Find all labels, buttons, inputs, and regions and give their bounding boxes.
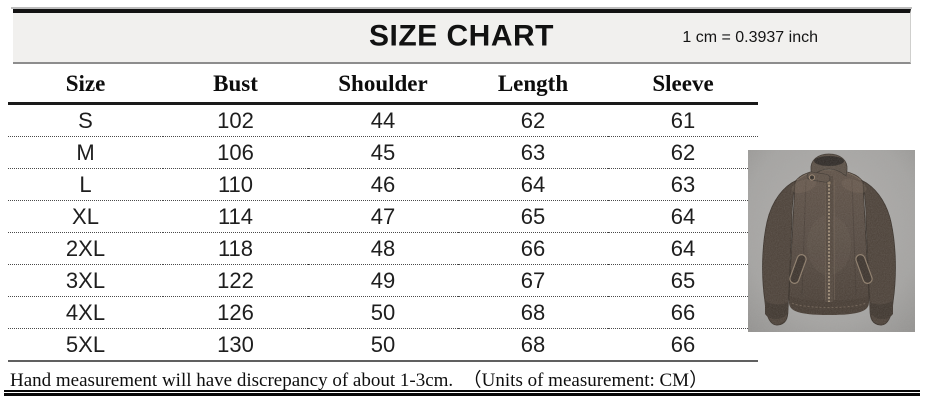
table-row: L 110 46 64 63 bbox=[8, 168, 758, 201]
column-header-length: Length bbox=[458, 66, 608, 105]
bust-cell: 118 bbox=[163, 232, 308, 265]
sleeve-cell: 65 bbox=[608, 264, 758, 297]
bust-cell: 130 bbox=[163, 328, 308, 362]
bust-cell: 102 bbox=[163, 103, 308, 137]
sleeve-cell: 61 bbox=[608, 103, 758, 137]
table-row: 4XL 126 50 68 66 bbox=[8, 296, 758, 329]
length-cell: 65 bbox=[458, 200, 608, 233]
size-cell: S bbox=[8, 103, 163, 137]
shoulder-cell: 45 bbox=[308, 136, 458, 169]
bust-cell: 106 bbox=[163, 136, 308, 169]
shoulder-cell: 44 bbox=[308, 103, 458, 137]
jacket-photo bbox=[748, 150, 915, 332]
table-header-row: Size Bust Shoulder Length Sleeve bbox=[8, 66, 758, 105]
bust-cell: 122 bbox=[163, 264, 308, 297]
column-header-sleeve: Sleeve bbox=[608, 66, 758, 105]
table-row: 2XL 118 48 66 64 bbox=[8, 232, 758, 265]
table-row: M 106 45 63 62 bbox=[8, 136, 758, 169]
column-header-bust: Bust bbox=[163, 66, 308, 105]
shoulder-cell: 48 bbox=[308, 232, 458, 265]
size-cell: L bbox=[8, 168, 163, 201]
sleeve-cell: 66 bbox=[608, 296, 758, 329]
shoulder-cell: 49 bbox=[308, 264, 458, 297]
sleeve-cell: 63 bbox=[608, 168, 758, 201]
length-cell: 62 bbox=[458, 103, 608, 137]
unit-conversion-note: 1 cm = 0.3937 inch bbox=[682, 28, 818, 46]
size-cell: 2XL bbox=[8, 232, 163, 265]
table-row: S 102 44 62 61 bbox=[8, 103, 758, 137]
shoulder-cell: 46 bbox=[308, 168, 458, 201]
length-cell: 68 bbox=[458, 328, 608, 362]
shoulder-cell: 50 bbox=[308, 328, 458, 362]
sleeve-cell: 64 bbox=[608, 232, 758, 265]
bottom-double-rule bbox=[4, 390, 920, 396]
sleeve-cell: 66 bbox=[608, 328, 758, 362]
table-row: XL 114 47 65 64 bbox=[8, 200, 758, 233]
bust-cell: 110 bbox=[163, 168, 308, 201]
table-row: 3XL 122 49 67 65 bbox=[8, 264, 758, 297]
sleeve-cell: 64 bbox=[608, 200, 758, 233]
length-cell: 63 bbox=[458, 136, 608, 169]
table-row: 5XL 130 50 68 66 bbox=[8, 328, 758, 362]
shoulder-cell: 47 bbox=[308, 200, 458, 233]
title-band: SIZE CHART 1 cm = 0.3937 inch bbox=[11, 7, 912, 64]
bust-cell: 114 bbox=[163, 200, 308, 233]
size-cell: M bbox=[8, 136, 163, 169]
length-cell: 67 bbox=[458, 264, 608, 297]
chart-title: SIZE CHART bbox=[369, 19, 554, 53]
bust-cell: 126 bbox=[163, 296, 308, 329]
column-header-shoulder: Shoulder bbox=[308, 66, 458, 105]
measurement-disclaimer: Hand measurement will have discrepancy o… bbox=[10, 370, 709, 391]
size-cell: XL bbox=[8, 200, 163, 233]
size-cell: 3XL bbox=[8, 264, 163, 297]
size-cell: 4XL bbox=[8, 296, 163, 329]
size-cell: 5XL bbox=[8, 328, 163, 362]
length-cell: 64 bbox=[458, 168, 608, 201]
column-header-size: Size bbox=[8, 66, 163, 105]
length-cell: 68 bbox=[458, 296, 608, 329]
sleeve-cell: 62 bbox=[608, 136, 758, 169]
shoulder-cell: 50 bbox=[308, 296, 458, 329]
size-table: Size Bust Shoulder Length Sleeve S 102 4… bbox=[8, 66, 758, 362]
length-cell: 66 bbox=[458, 232, 608, 265]
